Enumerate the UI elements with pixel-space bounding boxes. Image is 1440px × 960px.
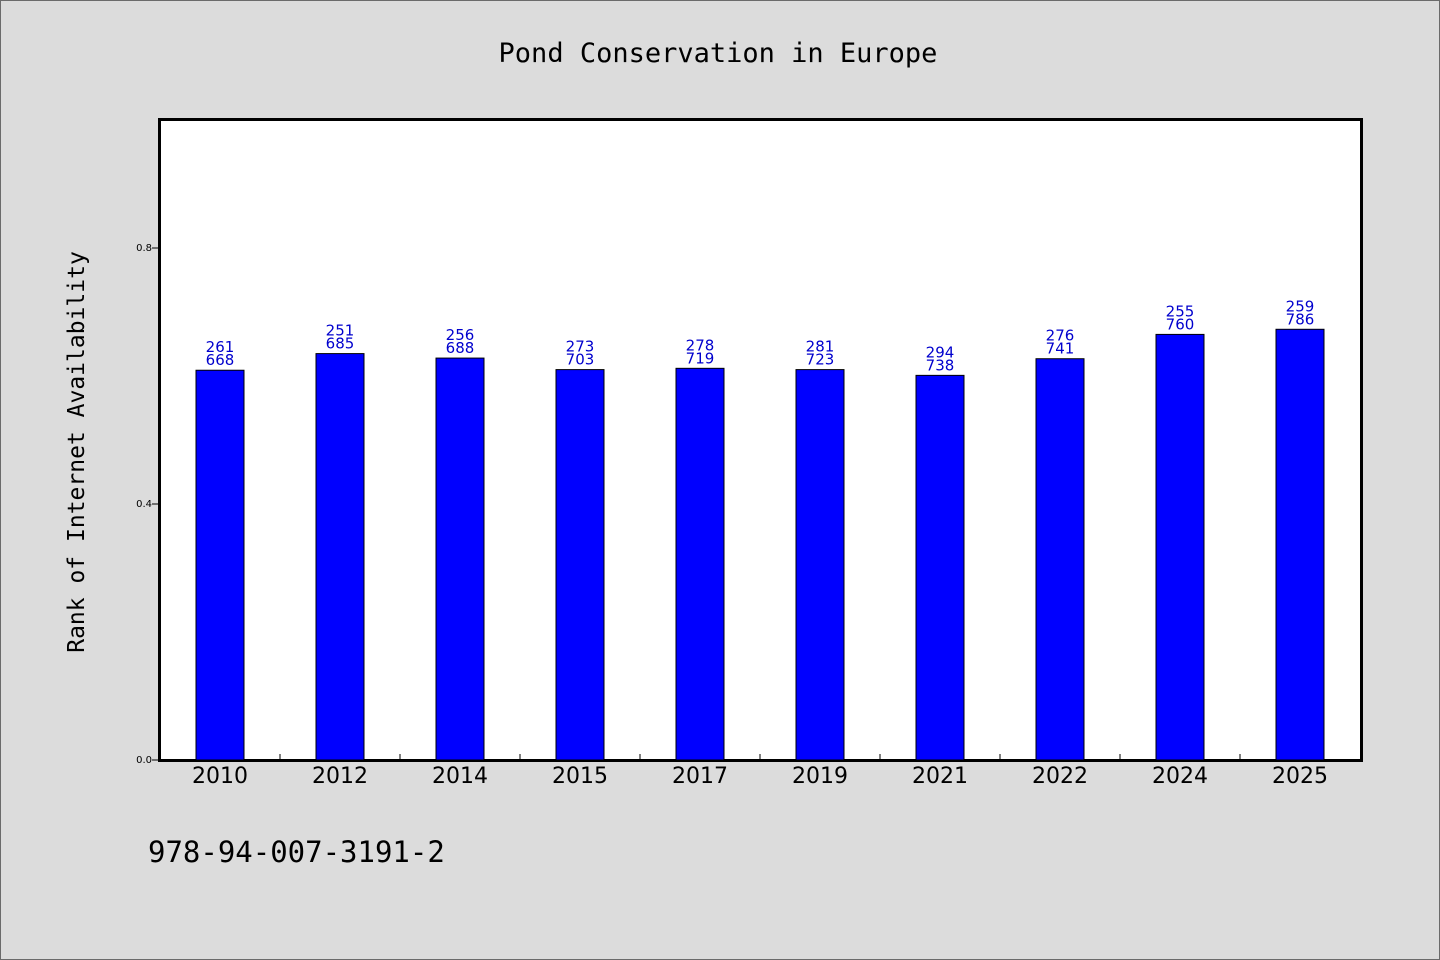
x-tick-label: 2019 [792,764,848,789]
y-tick-label: 0.0 [136,755,152,766]
data-label-bottom: 668 [206,351,235,369]
y-tick-label: 0.8 [136,243,152,254]
data-label-bottom: 719 [686,349,715,367]
y-tick-label: 0.4 [136,499,152,510]
x-tick-label: 2014 [432,764,488,789]
bar [675,367,725,761]
data-label-top: 256 [446,326,475,344]
data-label-bottom: 685 [326,335,355,353]
data-label-top: 255 [1166,302,1195,320]
data-label-top: 251 [326,322,355,340]
isbn-text: 978-94-007-3191-2 [148,835,445,869]
y-axis: 0.0 0.4 0.8 [136,243,160,766]
x-tick-label: 2012 [312,764,368,789]
bar [1035,358,1085,761]
data-label-top: 281 [806,338,835,356]
bar [435,357,485,761]
bar [1275,328,1325,761]
data-label-bottom: 738 [926,356,955,374]
bar [195,369,245,761]
x-tick-label: 2015 [552,764,608,789]
bar [555,369,605,761]
x-tick-label: 2010 [192,764,248,789]
x-tick-label: 2022 [1032,764,1088,789]
x-tick-label: 2021 [912,764,968,789]
x-axis: 2010 2012 2014 2015 2017 2019 2021 2022 2024 2025 [192,754,1328,789]
data-label-top: 294 [926,343,955,361]
bar-series [195,328,1325,761]
bar [315,353,365,761]
x-tick-label: 2017 [672,764,728,789]
data-label-bottom: 723 [806,351,835,369]
bar [915,374,965,761]
data-label-bottom: 741 [1046,340,1075,358]
data-label-top: 276 [1046,327,1075,345]
data-label-top: 278 [686,336,715,354]
bar [1155,333,1205,761]
data-label-bottom: 703 [566,351,595,369]
y-axis-label: Rank of Internet Availability [64,251,90,653]
data-label-bottom: 688 [446,339,475,357]
x-tick-label: 2024 [1152,764,1208,789]
data-label-top: 261 [206,338,235,356]
chart-title: Pond Conservation in Europe [499,38,938,69]
data-label-bottom: 786 [1286,310,1315,328]
data-label-bottom: 760 [1166,315,1195,333]
bar [795,369,845,761]
data-label-top: 259 [1286,297,1315,315]
data-label-top: 273 [566,338,595,356]
x-tick-label: 2025 [1272,764,1328,789]
